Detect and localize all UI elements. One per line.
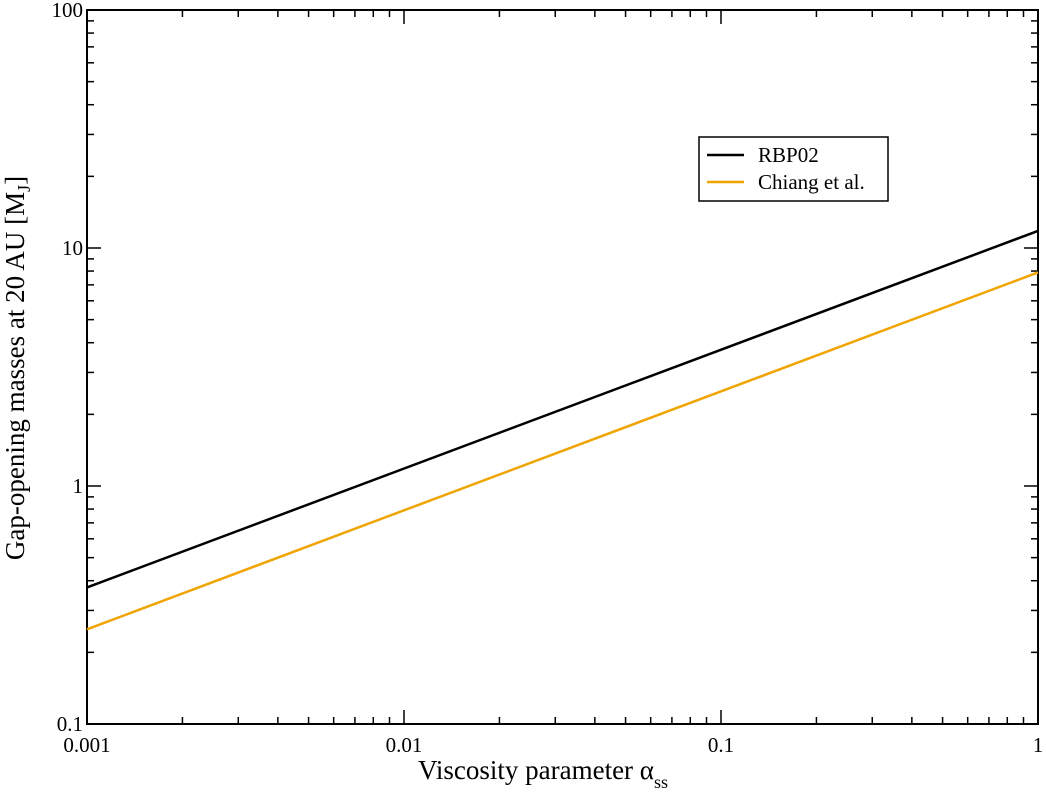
series-line-chiang-et-al [86,271,1039,631]
series-lines [86,229,1039,631]
series-line-rbp02 [86,229,1039,589]
y-tick-label: 0.1 [57,712,83,736]
x-tick-label: 0.001 [63,733,110,757]
x-tick-label: 0.01 [386,733,423,757]
plot-frame [86,9,1039,725]
y-tick-label: 10 [62,236,83,260]
x-tick-label: 1 [1033,733,1044,757]
legend-label-rbp02: RBP02 [758,143,819,167]
axis-ticks [86,9,1039,725]
x-tick-label: 0.1 [708,733,734,757]
axis-tick-labels: 0.001 0.01 0.1 1 0.1 1 10 100 [52,0,1044,757]
legend-label-chiang: Chiang et al. [758,170,865,194]
x-axis-title: Viscosity parameter αss [418,755,668,792]
legend: RBP02 Chiang et al. [698,136,889,202]
y-tick-label: 100 [52,0,84,22]
y-axis-title: Gap-opening masses at 20 AU [MJ] [0,176,34,560]
y-tick-label: 1 [73,474,84,498]
legend-box [698,136,889,202]
